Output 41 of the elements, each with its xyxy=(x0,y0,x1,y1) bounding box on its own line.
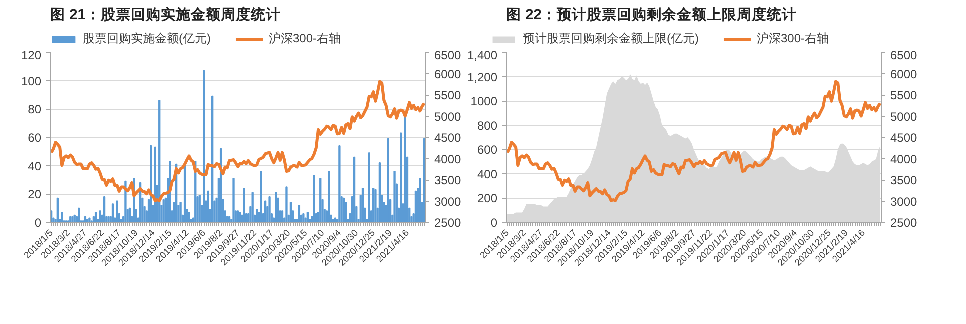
y2-tick-label: 5000 xyxy=(434,110,462,124)
legend-label: 沪深300-右轴 xyxy=(756,30,829,48)
y-tick-label: 100 xyxy=(21,74,42,88)
y-tick-label: 1000 xyxy=(470,94,498,109)
y-tick-label: 80 xyxy=(28,102,42,117)
y2-tick-label: 3500 xyxy=(434,174,462,188)
y2-tick-label: 2500 xyxy=(434,216,462,230)
y2-tick-label: 4500 xyxy=(434,131,462,145)
y2-tick-label: 5000 xyxy=(890,110,918,124)
y2-tick-label: 6500 xyxy=(434,48,462,62)
y2-tick-label: 5500 xyxy=(434,88,462,102)
chart-title: 图 21：股票回购实施金额周度统计 xyxy=(50,6,281,24)
y-tick-label: 0 xyxy=(34,216,42,230)
y-tick-label: 200 xyxy=(477,192,498,206)
y2-tick-label: 4000 xyxy=(434,152,462,166)
y-tick-label: 20 xyxy=(28,188,42,202)
y-tick-label: 800 xyxy=(477,118,498,133)
y-tick-label: 60 xyxy=(28,131,42,145)
y2-tick-label: 4500 xyxy=(890,131,918,145)
y-tick-label: 120 xyxy=(21,48,42,62)
y-tick-label: 1,400 xyxy=(467,48,498,62)
y2-tick-label: 3500 xyxy=(890,174,918,188)
chart-title: 图 22：预计股票回购剩余金额上限周度统计 xyxy=(506,6,797,24)
y2-tick-label: 6000 xyxy=(434,67,462,82)
y-tick-label: 0 xyxy=(490,216,498,230)
line-series xyxy=(50,80,426,202)
y2-tick-label: 2500 xyxy=(890,216,918,230)
y2-tick-label: 3000 xyxy=(434,194,462,209)
y2-tick-label: 3000 xyxy=(890,194,918,209)
y2-tick-label: 6500 xyxy=(890,48,918,62)
line-series xyxy=(506,80,882,202)
legend-label: 预计股票回购剩余金额上限(亿元) xyxy=(522,30,699,48)
y2-tick-label: 4000 xyxy=(890,152,918,166)
y-tick-label: 400 xyxy=(477,167,498,182)
y-tick-label: 600 xyxy=(477,143,498,158)
y-tick-label: 40 xyxy=(28,159,42,174)
y2-tick-label: 5500 xyxy=(890,88,918,102)
y2-tick-label: 6000 xyxy=(890,67,918,82)
y-tick-label: 1,200 xyxy=(467,70,498,84)
legend-label: 沪深300-右轴 xyxy=(268,30,341,48)
legend-label: 股票回购实施金额(亿元) xyxy=(82,30,211,48)
